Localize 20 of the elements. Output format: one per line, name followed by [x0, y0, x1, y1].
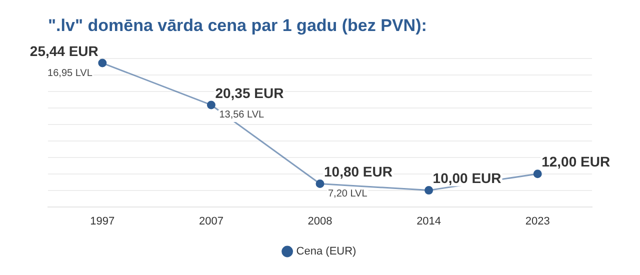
point [424, 186, 434, 195]
x-tick-label: 2014 [416, 215, 442, 228]
x-tick-label: 2008 [308, 215, 332, 228]
data-label: 12,00 EUR [542, 154, 610, 170]
x-tick-label: 2023 [525, 215, 550, 228]
annotation: 13,56 LVL [219, 110, 264, 121]
annotation: 16,95 LVL [48, 68, 93, 79]
point [316, 179, 324, 188]
chart-title: ".lv" domēna vārda cena par 1 gadu (bez PVN): [48, 16, 427, 35]
point [206, 100, 216, 110]
legend-label: Cena (EUR) [296, 246, 356, 258]
x-tick-label: 1997 [90, 215, 115, 228]
point [98, 58, 107, 68]
x-tick-label: 2007 [198, 215, 224, 228]
point [533, 170, 542, 178]
data-label: 20,35 EUR [215, 84, 284, 101]
data-label: 25,44 EUR [30, 42, 98, 59]
data-label: 10,00 EUR [432, 170, 502, 186]
data-label: 10,80 EUR [324, 164, 392, 180]
annotation: 7,20 LVL [328, 188, 368, 200]
